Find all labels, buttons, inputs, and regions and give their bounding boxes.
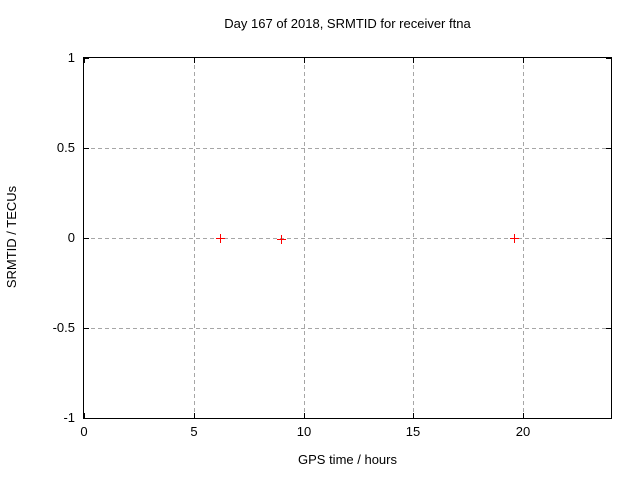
data-point-marker [277,235,287,245]
data-point-marker [509,233,519,243]
gridline-horizontal [84,328,611,329]
y-tick-mark-left [84,148,89,149]
gridline-horizontal [84,148,611,149]
y-axis-label: SRMTID / TECUs [4,185,19,289]
x-tick-mark-bottom [194,413,195,418]
x-tick-label: 15 [405,424,421,439]
x-tick-mark-top [194,58,195,63]
data-point-marker [215,233,225,243]
gridline-horizontal [84,238,611,239]
x-tick-mark-bottom [523,413,524,418]
marker-vertical-stroke [219,233,221,243]
x-tick-mark-bottom [84,413,85,418]
y-tick-label: 0 [67,230,75,245]
y-tick-label: 0.5 [56,140,75,155]
x-axis-label: GPS time / hours [298,452,397,467]
x-tick-mark-top [304,58,305,63]
y-tick-mark-right [606,58,611,59]
y-tick-mark-left [84,418,89,419]
y-tick-label: -1 [63,410,75,425]
chart-title: Day 167 of 2018, SRMTID for receiver ftn… [224,16,471,31]
plot-area: 0 5 10 15 20 -1 -0.5 0 0.5 1 [53,50,612,439]
x-tick-mark-bottom [304,413,305,418]
y-tick-mark-left [84,58,89,59]
x-tick-label: 10 [296,424,312,439]
y-tick-mark-right [606,148,611,149]
x-tick-label: 20 [515,424,531,439]
x-tick-mark-top [84,58,85,63]
y-tick-mark-right [606,238,611,239]
x-tick-mark-top [413,58,414,63]
x-tick-label: 5 [190,424,198,439]
y-tick-mark-left [84,238,89,239]
y-tick-label: 1 [67,50,75,65]
y-tick-mark-left [84,328,89,329]
x-tick-mark-top [523,58,524,63]
x-tick-mark-bottom [413,413,414,418]
x-tick-label: 0 [80,424,88,439]
marker-vertical-stroke [281,235,283,245]
y-tick-label: -0.5 [52,320,75,335]
marker-vertical-stroke [513,233,515,243]
y-tick-mark-right [606,418,611,419]
y-tick-mark-right [606,328,611,329]
